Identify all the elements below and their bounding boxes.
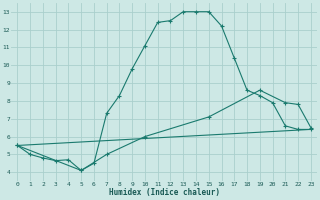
X-axis label: Humidex (Indice chaleur): Humidex (Indice chaleur) — [108, 188, 220, 197]
